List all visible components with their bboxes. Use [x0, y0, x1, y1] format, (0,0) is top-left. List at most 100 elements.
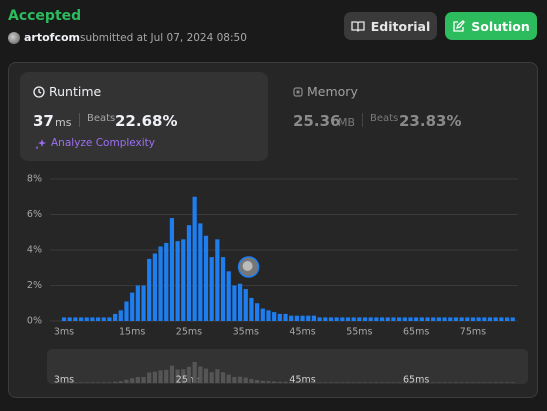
bar: [249, 297, 254, 321]
mini-bar: [243, 377, 248, 383]
bar: [340, 317, 345, 321]
bar: [493, 317, 498, 321]
y-tick-label: 0%: [27, 316, 42, 327]
memory-beats: 23.83%: [399, 112, 462, 130]
mini-bar: [425, 382, 430, 383]
runtime-unit: ms: [55, 116, 72, 129]
bar: [73, 317, 78, 321]
mini-bar: [124, 379, 129, 383]
mini-bar: [459, 382, 464, 383]
mini-bar: [95, 382, 101, 383]
mini-bar: [255, 380, 260, 383]
mini-bar: [487, 382, 493, 383]
mini-bar: [118, 381, 123, 383]
mini-bar: [385, 382, 390, 383]
runtime-value: 37: [33, 112, 54, 130]
bar: [135, 285, 140, 321]
mini-bar: [67, 382, 72, 383]
bar: [226, 271, 231, 321]
mini-bar: [61, 382, 67, 383]
bar: [113, 313, 118, 321]
bar: [431, 317, 436, 321]
mini-bar: [181, 369, 186, 383]
mini-bar: [504, 382, 510, 383]
bar: [107, 317, 112, 321]
x-tick-label: 3ms: [54, 327, 74, 338]
mini-bar: [442, 382, 447, 383]
y-tick-label: 4%: [27, 245, 42, 256]
bar: [272, 312, 277, 321]
bar: [78, 317, 84, 321]
memory-unit: MB: [338, 116, 356, 129]
mini-bar: [311, 382, 317, 383]
mini-bar: [158, 370, 163, 383]
bar: [203, 235, 209, 321]
mini-bar: [289, 382, 294, 383]
y-tick-label: 8%: [27, 174, 42, 185]
mini-bar: [397, 382, 402, 383]
mini-bar: [232, 377, 237, 383]
username[interactable]: artofcom: [24, 31, 80, 44]
bar: [181, 239, 186, 321]
mini-bar: [510, 382, 515, 383]
bar: [402, 317, 407, 321]
x-tick-label: 25ms: [176, 327, 202, 338]
mini-bar: [357, 382, 362, 383]
mini-bar: [186, 366, 192, 383]
bar: [266, 310, 271, 321]
bar: [448, 317, 453, 321]
analyze-link[interactable]: Analyze Complexity: [51, 137, 156, 149]
bar: [147, 258, 152, 321]
bar: [67, 317, 72, 321]
bar: [260, 308, 265, 321]
mini-bar: [141, 377, 146, 383]
solution-button[interactable]: Solution: [445, 12, 537, 40]
bar: [419, 317, 424, 321]
bar: [124, 301, 129, 321]
mini-bar: [391, 382, 396, 383]
mini-bar: [379, 382, 385, 383]
bar: [232, 285, 237, 321]
range-navigator[interactable]: [47, 349, 528, 384]
editorial-button[interactable]: Editorial: [344, 12, 437, 40]
bar: [192, 196, 197, 321]
status: Accepted: [8, 8, 82, 24]
bar: [255, 303, 260, 321]
mini-bar: [266, 381, 271, 383]
bar: [425, 317, 430, 321]
runtime-card[interactable]: [20, 72, 268, 161]
bar: [470, 317, 476, 321]
x-tick-label: 35ms: [233, 327, 259, 338]
mini-bar: [135, 377, 140, 383]
mini-bar: [499, 382, 504, 383]
avatar[interactable]: [8, 32, 20, 44]
x-tick-label: 45ms: [289, 327, 315, 338]
bar: [61, 317, 67, 321]
bar: [169, 218, 175, 321]
mini-bar: [402, 382, 407, 383]
mini-bar: [408, 382, 413, 383]
mini-bar: [414, 382, 419, 383]
mini-bar: [323, 382, 328, 383]
runtime-label: Runtime: [49, 84, 102, 99]
bar: [453, 317, 459, 321]
mini-x-label: 3ms: [54, 375, 74, 386]
bar: [408, 317, 413, 321]
bar: [237, 283, 243, 321]
bar: [465, 317, 470, 321]
bar: [220, 257, 226, 321]
mini-bar: [300, 382, 305, 383]
bar: [510, 317, 515, 321]
mini-bar: [203, 368, 209, 383]
edit-icon: [453, 19, 466, 32]
memory-value: 25.36: [293, 112, 341, 130]
x-tick-label: 15ms: [119, 327, 145, 338]
bar: [243, 289, 248, 321]
x-tick-label: 55ms: [346, 327, 372, 338]
mini-bar: [73, 382, 78, 383]
bar: [362, 317, 368, 321]
y-tick-label: 2%: [27, 280, 42, 291]
mini-bar: [84, 382, 89, 383]
bar: [130, 292, 135, 321]
